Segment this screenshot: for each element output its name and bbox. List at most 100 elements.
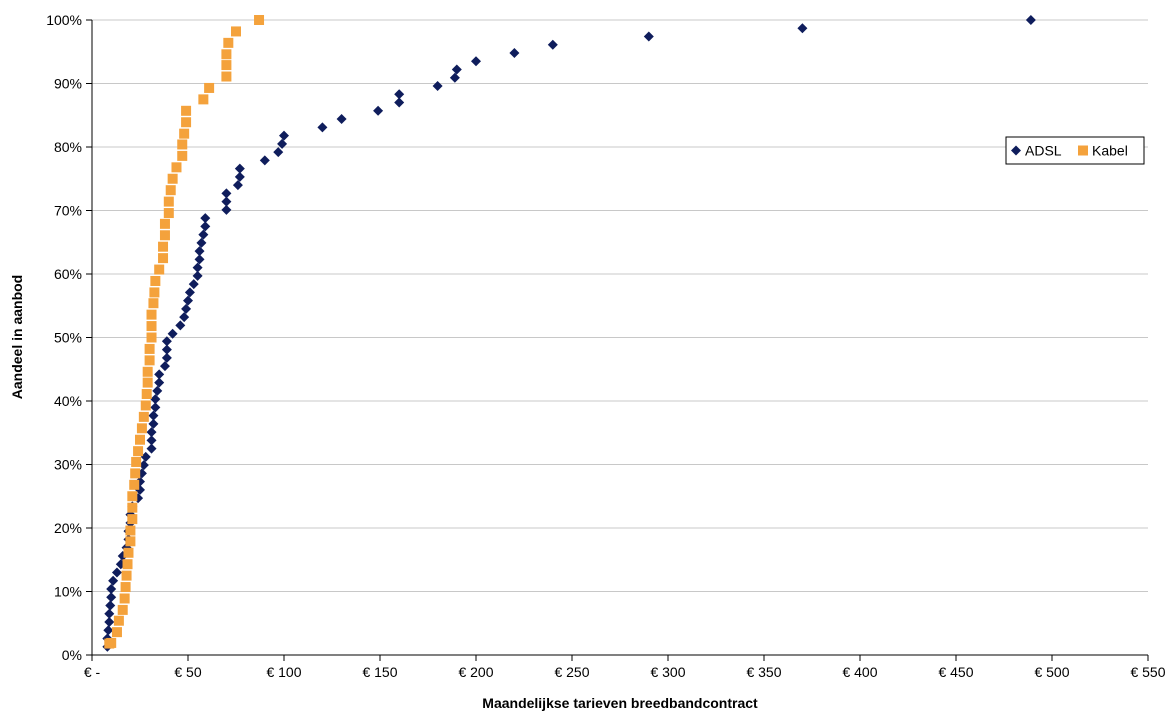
kabel-point [144,343,155,354]
kabel-point [113,615,124,626]
adsl-point [148,418,159,429]
y-axis-title: Aandeel in aanbod [9,275,25,399]
adsl-point [105,600,116,611]
kabel-point [138,411,149,422]
adsl-point [175,320,186,331]
kabel-point [221,71,232,82]
adsl-point [192,262,203,273]
adsl-point [471,56,481,67]
kabel-point [158,253,169,264]
series-adsl [102,15,1036,652]
adsl-point [146,427,157,438]
kabel-point [127,514,138,525]
kabel-point [221,60,232,71]
adsl-point [221,204,232,215]
kabel-point [177,139,188,150]
kabel-point [120,582,131,593]
legend-box [1005,136,1145,165]
kabel-point [159,230,170,241]
adsl-point [138,460,149,471]
adsl-point [1011,145,1021,156]
adsl-point [154,377,165,388]
y-tick-label: 70% [54,203,82,219]
kabel-point [149,287,160,298]
kabel-point [146,321,157,332]
adsl-point [277,138,288,149]
legend-label-kabel: Kabel [1092,143,1128,159]
x-tick-label: € 100 [266,664,301,680]
adsl-point [161,352,172,363]
y-tick-label: 80% [54,139,82,155]
adsl-point [106,583,117,594]
kabel-point [122,559,133,570]
adsl-point [152,385,163,396]
adsl-point [234,163,245,174]
kabel-point [140,400,151,411]
adsl-point [509,48,520,59]
kabel-point [177,150,188,161]
adsl-point [161,336,172,347]
legend: ADSL Kabel [1005,136,1145,165]
adsl-point [198,229,209,240]
adsl-point [106,592,117,603]
y-tick-label: 30% [54,457,82,473]
kabel-point [179,128,190,139]
y-tick-label: 20% [54,520,82,536]
adsl-point [336,114,347,125]
adsl-point [317,122,328,133]
kabel-point [204,82,215,93]
kabel-point [119,593,130,604]
kabel-point [131,456,142,467]
kabel-point [181,117,192,128]
adsl-point [159,361,170,372]
kabel-point [181,105,192,116]
kabel-point [130,468,141,479]
kabel-point [123,547,134,558]
kabel-point [121,570,132,581]
kabel-point [159,218,170,229]
kabel-point [163,196,174,207]
adsl-point [196,237,207,248]
adsl-point [179,312,190,323]
kabel-point [136,423,147,434]
kabel-point [127,491,138,502]
adsl-point [373,105,384,116]
adsl-point [1025,15,1036,25]
kabel-point [146,309,157,320]
adsl-point [643,31,654,42]
series-kabel [104,15,265,649]
kabel-point [111,627,122,638]
x-tick-label: € 50 [174,664,201,680]
kabel-point [148,298,159,309]
adsl-point [104,616,115,627]
kabel-point [221,49,232,60]
kabel-point [154,264,165,275]
kabel-point [135,434,145,445]
kabel-point [231,26,241,37]
adsl-point [183,295,193,306]
tick-labels: 0% 10% 20% 30% 40% 50% 60% 70% 80% 90% 100% € - € 50… [46,12,1166,680]
adsl-point [273,147,284,158]
adsl-point [150,402,161,413]
x-tick-label: € - [84,664,101,680]
adsl-point [797,23,808,34]
x-tick-label: € 500 [1034,664,1069,680]
kabel-point [117,604,128,615]
adsl-point [154,369,165,380]
adsl-point [394,97,405,108]
y-tick-label: 60% [54,266,82,282]
x-tick-label: € 250 [554,664,589,680]
adsl-point [192,270,203,281]
kabel-point [125,536,136,547]
kabel-point [165,185,176,196]
adsl-point [108,575,119,586]
adsl-point [221,188,232,199]
adsl-point [232,180,243,191]
adsl-point [221,196,232,207]
adsl-point [146,443,157,454]
kabel-point [141,389,152,400]
kabel-point [158,241,169,252]
y-tick-label: 100% [46,12,82,28]
